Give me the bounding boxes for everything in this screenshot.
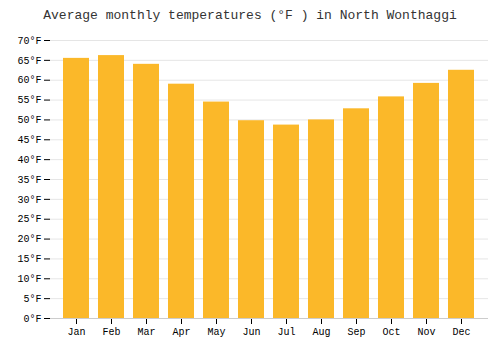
svg-text:Jul: Jul bbox=[277, 327, 295, 338]
svg-text:Mar: Mar bbox=[137, 327, 155, 338]
svg-text:Dec: Dec bbox=[452, 327, 470, 338]
svg-text:65°F: 65°F bbox=[17, 56, 41, 67]
svg-text:Apr: Apr bbox=[172, 327, 190, 338]
svg-text:Aug: Aug bbox=[312, 327, 330, 338]
svg-text:45°F: 45°F bbox=[17, 135, 41, 146]
svg-text:Feb: Feb bbox=[102, 327, 120, 338]
svg-text:5°F: 5°F bbox=[23, 294, 41, 305]
svg-text:Sep: Sep bbox=[347, 327, 365, 338]
svg-text:May: May bbox=[207, 327, 225, 338]
svg-text:30°F: 30°F bbox=[17, 195, 41, 206]
svg-text:Jan: Jan bbox=[67, 327, 85, 338]
svg-text:10°F: 10°F bbox=[17, 274, 41, 285]
svg-text:Oct: Oct bbox=[382, 327, 400, 338]
svg-text:55°F: 55°F bbox=[17, 95, 41, 106]
svg-text:20°F: 20°F bbox=[17, 234, 41, 245]
svg-text:60°F: 60°F bbox=[17, 75, 41, 86]
svg-text:35°F: 35°F bbox=[17, 175, 41, 186]
html-text:Average monthly temperatures (: Average monthly temperatures (°F ) in No… bbox=[43, 8, 457, 23]
svg-text:70°F: 70°F bbox=[17, 36, 41, 47]
svg-text:50°F: 50°F bbox=[17, 115, 41, 126]
svg-text:25°F: 25°F bbox=[17, 214, 41, 225]
svg-text:0°F: 0°F bbox=[23, 314, 41, 325]
svg-text:Jun: Jun bbox=[242, 327, 260, 338]
svg-text:Nov: Nov bbox=[417, 327, 435, 338]
svg-text:40°F: 40°F bbox=[17, 155, 41, 166]
svg-text:15°F: 15°F bbox=[17, 254, 41, 265]
